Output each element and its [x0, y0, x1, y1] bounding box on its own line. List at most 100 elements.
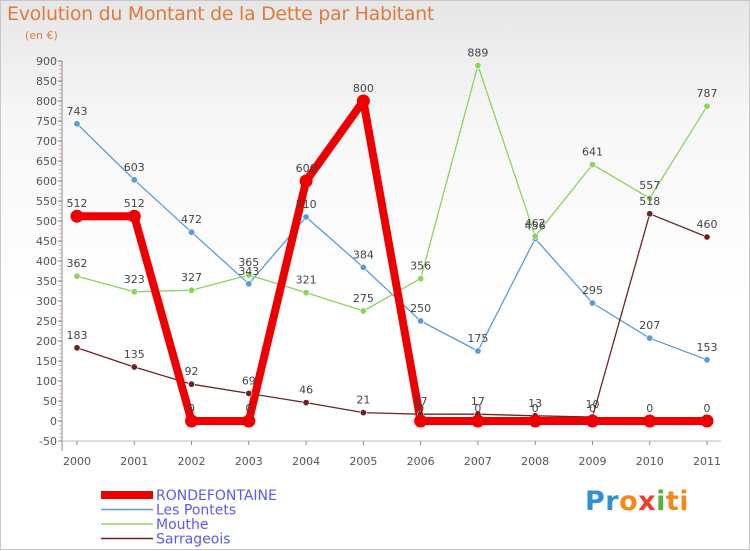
data-label-mouthe: 356	[410, 260, 431, 273]
data-point-les-pontets	[588, 299, 596, 307]
y-tick-label: -50	[39, 435, 57, 448]
data-point-rondefontaine	[127, 209, 141, 223]
data-point-mouthe	[359, 307, 367, 315]
y-tick-label: 800	[36, 95, 57, 108]
data-point-sarrageois	[245, 389, 253, 397]
data-label-mouthe: 323	[124, 273, 145, 286]
data-label-rondefontaine: 0	[474, 402, 481, 415]
data-label-mouthe: 889	[467, 46, 488, 59]
data-point-sarrageois	[73, 344, 81, 352]
data-point-sarrageois	[703, 233, 711, 241]
data-label-les-pontets: 153	[697, 341, 718, 354]
y-tick-label: 400	[36, 255, 57, 268]
data-label-les-pontets: 472	[181, 213, 202, 226]
data-label-rondefontaine: 0	[704, 402, 711, 415]
data-label-sarrageois: 135	[124, 348, 145, 361]
data-label-les-pontets: 343	[238, 265, 259, 278]
data-label-rondefontaine: 600	[296, 162, 317, 175]
legend-label-mouthe: Mouthe	[156, 517, 209, 533]
chart-title: Evolution du Montant de la Dette par Hab…	[7, 3, 435, 25]
data-label-rondefontaine: 0	[188, 402, 195, 415]
x-tick-label: 2010	[636, 455, 664, 468]
data-label-sarrageois: 46	[299, 384, 313, 397]
data-label-mouthe: 321	[296, 274, 317, 287]
data-label-rondefontaine: 0	[589, 402, 596, 415]
data-label-mouthe: 462	[525, 217, 546, 230]
x-tick-label: 2005	[349, 455, 377, 468]
data-label-sarrageois: 183	[67, 329, 88, 342]
data-label-les-pontets: 456	[525, 220, 546, 233]
data-label-rondefontaine: 0	[245, 402, 252, 415]
data-label-sarrageois: 69	[242, 374, 256, 387]
x-tick-label: 2001	[120, 455, 148, 468]
data-point-mouthe	[73, 272, 81, 280]
data-point-mouthe	[302, 289, 310, 297]
data-label-sarrageois: 460	[697, 218, 718, 231]
data-point-mouthe	[417, 275, 425, 283]
y-tick-label: 150	[36, 355, 57, 368]
y-tick-label: 850	[36, 75, 57, 88]
legend-label-rondefontaine: RONDEFONTAINE	[156, 488, 277, 504]
data-point-les-pontets	[417, 317, 425, 325]
data-point-les-pontets	[188, 228, 196, 236]
data-label-mouthe: 275	[353, 292, 374, 305]
data-label-rondefontaine: 0	[417, 402, 424, 415]
data-point-rondefontaine	[528, 414, 542, 428]
y-tick-label: 300	[36, 295, 57, 308]
data-point-les-pontets	[245, 280, 253, 288]
x-tick-label: 2004	[292, 455, 320, 468]
data-label-les-pontets: 250	[410, 302, 431, 315]
y-tick-label: 200	[36, 335, 57, 348]
data-label-les-pontets: 295	[582, 284, 603, 297]
data-point-rondefontaine	[356, 94, 370, 108]
x-tick-label: 2000	[63, 455, 91, 468]
data-point-rondefontaine	[70, 209, 84, 223]
data-point-mouthe	[130, 288, 138, 296]
data-label-sarrageois: 92	[185, 365, 199, 378]
data-label-rondefontaine: 0	[532, 402, 539, 415]
y-tick-label: 250	[36, 315, 57, 328]
y-tick-label: 550	[36, 195, 57, 208]
data-label-les-pontets: 207	[639, 319, 660, 332]
data-point-mouthe	[474, 61, 482, 69]
x-tick-label: 2007	[464, 455, 492, 468]
data-point-sarrageois	[359, 409, 367, 417]
x-tick-label: 2009	[578, 455, 606, 468]
data-point-rondefontaine	[185, 414, 199, 428]
x-tick-label: 2011	[693, 455, 721, 468]
data-label-les-pontets: 384	[353, 248, 374, 261]
data-point-les-pontets	[73, 120, 81, 128]
x-tick-label: 2008	[521, 455, 549, 468]
data-label-sarrageois: 17	[414, 395, 428, 408]
data-point-mouthe	[588, 161, 596, 169]
data-label-rondefontaine: 512	[124, 197, 145, 210]
data-point-rondefontaine	[700, 414, 714, 428]
data-label-mouthe: 365	[238, 256, 259, 269]
y-tick-label: 100	[36, 375, 57, 388]
y-tick-label: 600	[36, 175, 57, 188]
series-line-mouthe	[76, 64, 708, 312]
data-point-mouthe	[703, 102, 711, 110]
data-point-sarrageois	[646, 210, 654, 218]
data-label-rondefontaine: 512	[67, 197, 88, 210]
x-tick-label: 2002	[178, 455, 206, 468]
y-tick-label: 0	[50, 415, 57, 428]
data-point-les-pontets	[302, 213, 310, 221]
data-label-sarrageois: 13	[528, 397, 542, 410]
data-label-rondefontaine: 0	[646, 402, 653, 415]
data-point-mouthe	[646, 194, 654, 202]
y-tick-label: 650	[36, 155, 57, 168]
data-point-mouthe	[188, 286, 196, 294]
data-label-mouthe: 641	[582, 146, 603, 159]
data-point-mouthe	[531, 232, 539, 240]
data-point-sarrageois	[130, 363, 138, 371]
series-line-rondefontaine	[73, 97, 711, 425]
data-point-sarrageois	[302, 399, 310, 407]
data-point-rondefontaine	[643, 414, 657, 428]
y-tick-label: 500	[36, 215, 57, 228]
data-label-mouthe: 362	[67, 257, 88, 270]
y-tick-label: 900	[36, 55, 57, 68]
data-point-mouthe	[245, 271, 253, 279]
data-label-sarrageois: 21	[356, 394, 370, 407]
